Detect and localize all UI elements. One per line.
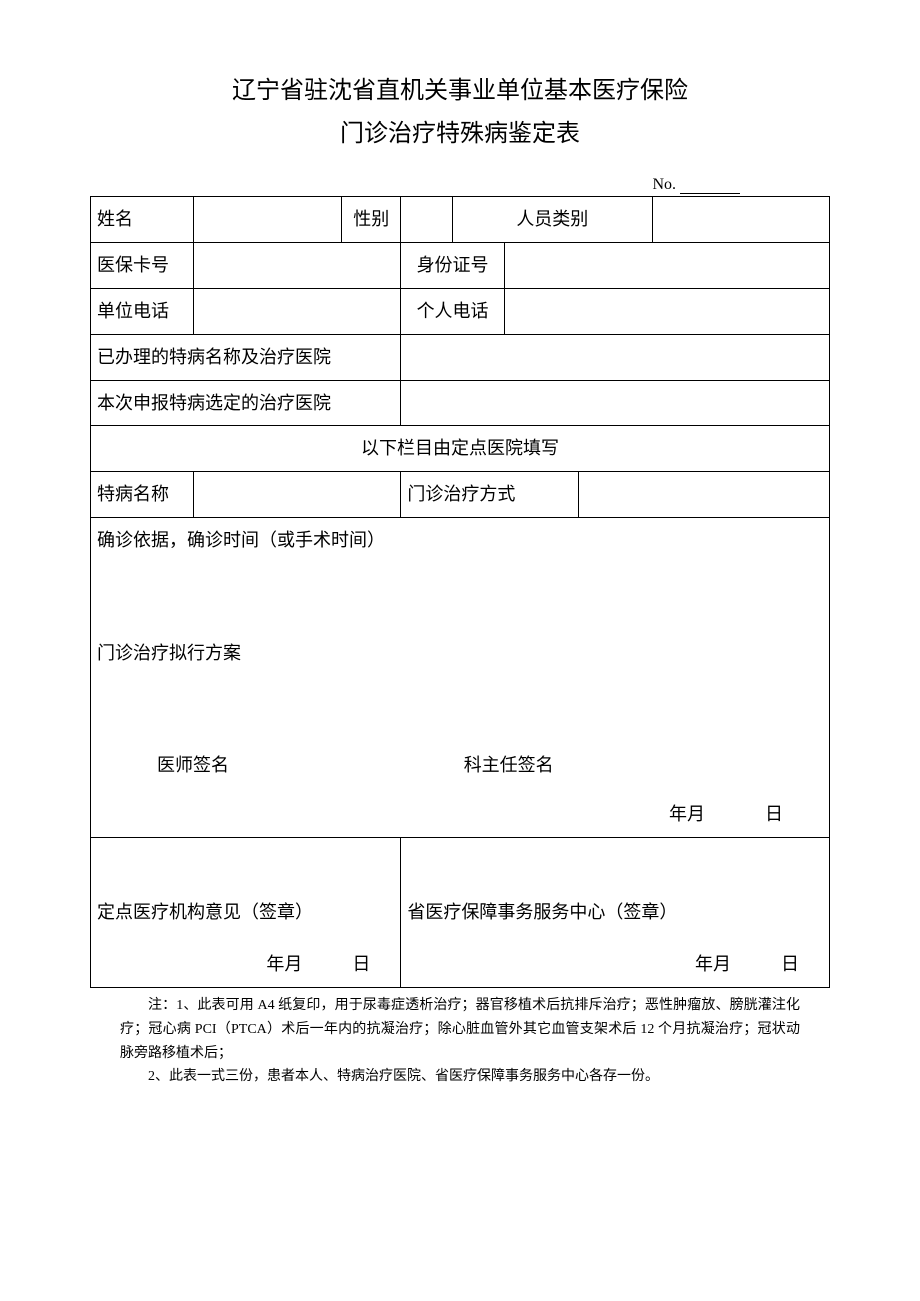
row-card: 医保卡号 身份证号	[91, 243, 830, 289]
processed-value[interactable]	[401, 334, 830, 380]
service-center-date: 年月 日	[695, 950, 799, 979]
id-value[interactable]	[504, 243, 829, 289]
personal-phone-label: 个人电话	[401, 288, 504, 334]
title-line-2: 门诊治疗特殊病鉴定表	[90, 113, 830, 156]
row-processed: 已办理的特病名称及治疗医院	[91, 334, 830, 380]
no-value[interactable]	[680, 176, 740, 194]
big-section-date: 年月 日	[97, 780, 823, 829]
selected-label: 本次申报特病选定的治疗医院	[91, 380, 401, 426]
date-d-label-2: 日	[352, 954, 370, 974]
big-section-cell: 确诊依据，确诊时间（或手术时间） 门诊治疗拟行方案 医师签名 科主任签名 年月 日	[91, 517, 830, 837]
row-bottom: 定点医疗机构意见（签章） 年月 日 省医疗保障事务服务中心（签章） 年月 日	[91, 837, 830, 987]
row-name: 姓名 性别 人员类别	[91, 197, 830, 243]
date-d-label-3: 日	[781, 954, 799, 974]
name-label: 姓名	[91, 197, 194, 243]
form-table: 姓名 性别 人员类别 医保卡号 身份证号 单位电话 个人电话 已办理的特病名称及…	[90, 196, 830, 988]
personal-phone-value[interactable]	[504, 288, 829, 334]
date-ym-label-2: 年月	[266, 954, 302, 974]
doctor-signature-label: 医师签名	[97, 751, 424, 780]
service-center-label: 省医疗保障事务服务中心（签章）	[407, 898, 823, 927]
gender-value[interactable]	[401, 197, 453, 243]
method-value[interactable]	[578, 472, 829, 518]
institution-date: 年月 日	[266, 950, 370, 979]
row-phone: 单位电话 个人电话	[91, 288, 830, 334]
method-label: 门诊治疗方式	[401, 472, 578, 518]
note-1: 注：1、此表可用 A4 纸复印，用于尿毒症透析治疗；器官移植术后抗排斥治疗；恶性…	[120, 994, 800, 1065]
gender-label: 性别	[342, 197, 401, 243]
category-value[interactable]	[652, 197, 829, 243]
selected-value[interactable]	[401, 380, 830, 426]
card-label: 医保卡号	[91, 243, 194, 289]
name-value[interactable]	[194, 197, 342, 243]
card-value[interactable]	[194, 243, 401, 289]
note-2: 2、此表一式三份，患者本人、特病治疗医院、省医疗保障事务服务中心各存一份。	[120, 1065, 800, 1089]
section-header: 以下栏目由定点医院填写	[91, 426, 830, 472]
notes-section: 注：1、此表可用 A4 纸复印，用于尿毒症透析治疗；器官移植术后抗排斥治疗；恶性…	[90, 988, 830, 1089]
processed-label: 已办理的特病名称及治疗医院	[91, 334, 401, 380]
row-big-section: 确诊依据，确诊时间（或手术时间） 门诊治疗拟行方案 医师签名 科主任签名 年月 日	[91, 517, 830, 837]
institution-opinion-cell: 定点医疗机构意见（签章） 年月 日	[91, 837, 401, 987]
unit-phone-value[interactable]	[194, 288, 401, 334]
treatment-plan-label: 门诊治疗拟行方案	[97, 639, 241, 668]
service-center-cell: 省医疗保障事务服务中心（签章） 年月 日	[401, 837, 830, 987]
unit-phone-label: 单位电话	[91, 288, 194, 334]
date-ym-label-3: 年月	[695, 954, 731, 974]
row-section-header: 以下栏目由定点医院填写	[91, 426, 830, 472]
date-ym-label: 年月	[669, 804, 705, 824]
institution-opinion-label: 定点医疗机构意见（签章）	[97, 898, 394, 927]
date-d-label: 日	[765, 804, 783, 824]
category-label: 人员类别	[453, 197, 653, 243]
row-disease: 特病名称 门诊治疗方式	[91, 472, 830, 518]
no-label: No.	[652, 176, 676, 193]
disease-value[interactable]	[194, 472, 401, 518]
row-selected: 本次申报特病选定的治疗医院	[91, 380, 830, 426]
disease-label: 特病名称	[91, 472, 194, 518]
diagnosis-basis-label: 确诊依据，确诊时间（或手术时间）	[97, 526, 823, 555]
chief-signature-label: 科主任签名	[424, 751, 823, 780]
id-label: 身份证号	[401, 243, 504, 289]
form-number-row: No.	[90, 176, 830, 194]
title-line-1: 辽宁省驻沈省直机关事业单位基本医疗保险	[90, 70, 830, 113]
